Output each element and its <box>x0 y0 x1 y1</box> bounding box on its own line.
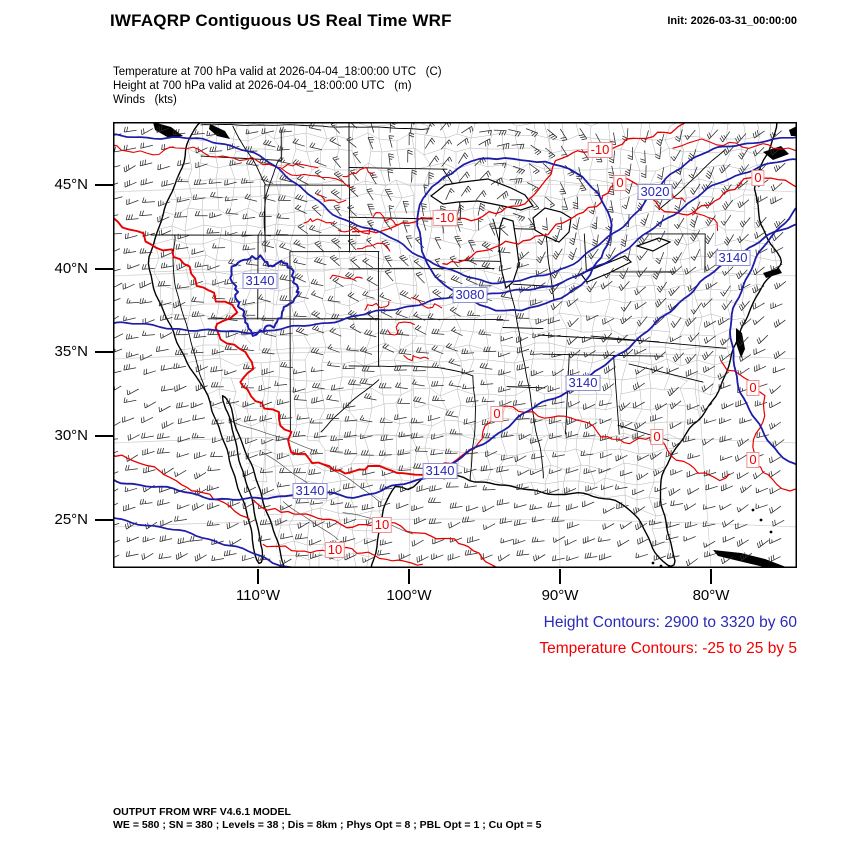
contour-label-temp: 0 <box>751 170 765 186</box>
lat-label-45n: 45°N <box>54 176 88 193</box>
contour-label-temp: 0 <box>613 175 627 191</box>
legend-temperature-contours: Temperature Contours: -25 to 25 by 5 <box>539 640 797 657</box>
contour-label-temp: -10 <box>587 142 613 158</box>
subtitle-height: Height at 700 hPa valid at 2026-04-04_18… <box>113 80 412 92</box>
map-panel: 3020 3080 3140 3140 3140 3140 3140 -10 0 -10 0 0 0 0 0… <box>113 122 797 568</box>
map-canvas <box>113 122 797 568</box>
contour-label-height: 3020 <box>637 184 673 200</box>
contour-label-height: 3140 <box>422 463 458 479</box>
contour-label-height: 3140 <box>292 483 328 499</box>
contour-label-height: 3080 <box>452 287 488 303</box>
footer-config-line: WE = 580 ; SN = 380 ; Levels = 38 ; Dis … <box>113 819 542 831</box>
lon-label-80w: 80°W <box>692 587 730 604</box>
contour-label-temp: 10 <box>371 517 393 533</box>
lat-label-25n: 25°N <box>54 511 88 528</box>
contour-label-temp: 0 <box>650 429 664 445</box>
page-title: IWFAQRP Contiguous US Real Time WRF <box>110 11 452 30</box>
contour-label-height: 3140 <box>242 273 278 289</box>
lat-label-30n: 30°N <box>54 427 88 444</box>
footer-model-line: OUTPUT FROM WRF V4.6.1 MODEL <box>113 806 291 818</box>
contour-label-height: 3140 <box>565 375 601 391</box>
lon-tick <box>710 569 712 584</box>
contour-label-temp: 0 <box>746 380 760 396</box>
contour-label-temp: 0 <box>746 452 760 468</box>
lon-tick <box>559 569 561 584</box>
legend-height-contours: Height Contours: 2900 to 3320 by 60 <box>543 614 797 631</box>
lat-tick <box>95 519 113 521</box>
lat-tick <box>95 184 113 186</box>
contour-label-temp: -10 <box>432 210 458 226</box>
subtitle-winds: Winds (kts) <box>113 94 177 106</box>
lat-tick <box>95 435 113 437</box>
lon-label-90w: 90°W <box>541 587 579 604</box>
lat-tick <box>95 268 113 270</box>
lon-tick <box>257 569 259 584</box>
lat-tick <box>95 351 113 353</box>
subtitle-temperature: Temperature at 700 hPa valid at 2026-04-… <box>113 66 442 78</box>
contour-labels: 3020 3080 3140 3140 3140 3140 3140 -10 0 -10 0 0 0 0 0… <box>113 122 797 568</box>
lat-label-40n: 40°N <box>54 260 88 277</box>
contour-label-height: 3140 <box>715 250 751 266</box>
contour-label-temp: 0 <box>490 406 504 422</box>
lon-label-100w: 100°W <box>386 587 432 604</box>
lon-label-110w: 110°W <box>235 587 281 604</box>
init-timestamp: Init: 2026-03-31_00:00:00 <box>667 15 797 27</box>
lat-label-35n: 35°N <box>54 343 88 360</box>
contour-label-temp: 10 <box>324 542 346 558</box>
lon-tick <box>408 569 410 584</box>
